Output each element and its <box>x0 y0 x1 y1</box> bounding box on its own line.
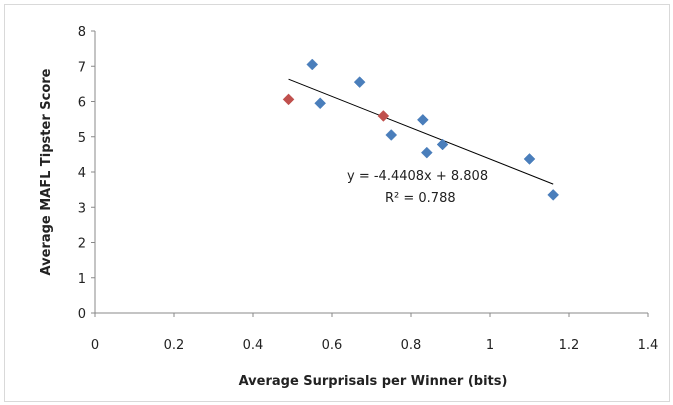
y-tick-label: 7 <box>78 60 86 75</box>
x-tick-label: 1 <box>486 338 494 353</box>
data-point-highlight <box>282 93 295 106</box>
y-tick-label: 6 <box>78 96 86 111</box>
y-tick-label: 3 <box>78 201 86 216</box>
data-point <box>416 113 429 126</box>
x-tick-label: 0.2 <box>164 338 185 353</box>
x-tick-label: 1.4 <box>638 338 659 353</box>
data-point <box>420 146 433 159</box>
data-point <box>314 97 327 110</box>
x-axis-title: Average Surprisals per Winner (bits) <box>239 374 508 389</box>
tick-labels: 0 1 2 3 4 5 6 7 8 0 0.2 0.4 0.6 0.8 1 1.2 1.4 <box>78 25 659 353</box>
x-tick-label: 0 <box>91 338 99 353</box>
data-point-highlight <box>377 110 390 122</box>
data-points <box>282 58 560 201</box>
y-tick-label: 5 <box>78 131 86 146</box>
trendline-equation: y = -4.4408x + 8.808 <box>347 169 488 184</box>
trendline <box>288 78 554 185</box>
x-tick-label: 0.4 <box>243 338 264 353</box>
x-tick-label: 0.6 <box>322 338 343 353</box>
y-tick-label: 1 <box>78 272 86 287</box>
y-tick-label: 0 <box>78 307 86 322</box>
y-tick-label: 8 <box>78 25 86 40</box>
data-point <box>523 153 536 165</box>
data-point <box>547 189 560 201</box>
trendline-group <box>288 78 554 185</box>
r-squared-label: R² = 0.788 <box>385 191 456 206</box>
data-point <box>436 138 449 151</box>
x-tick-label: 0.8 <box>401 338 422 353</box>
axes <box>91 30 649 317</box>
y-tick-label: 4 <box>78 166 86 181</box>
data-point <box>385 129 398 141</box>
chart-frame <box>4 4 670 402</box>
data-point <box>306 58 319 71</box>
data-point <box>353 76 366 88</box>
y-axis-title: Average MAFL Tipster Score <box>39 68 54 275</box>
x-tick-label: 1.2 <box>559 338 580 353</box>
y-tick-label: 2 <box>78 237 86 252</box>
